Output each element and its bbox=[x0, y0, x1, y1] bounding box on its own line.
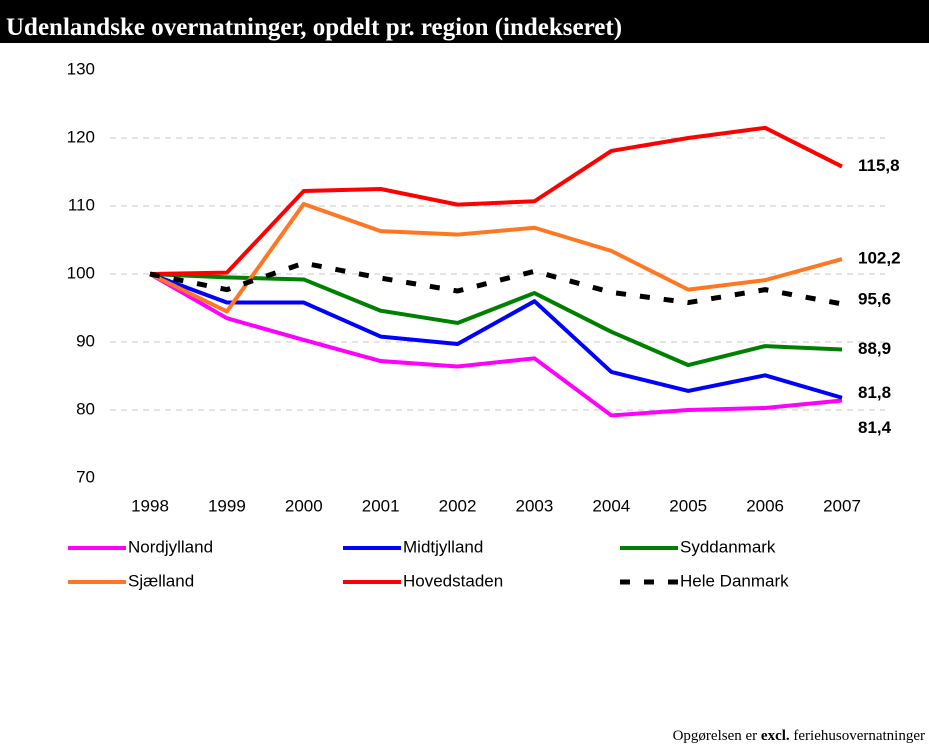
x-tick-label: 2006 bbox=[746, 496, 784, 515]
x-tick-label: 2007 bbox=[823, 496, 861, 515]
value-label: 81,4 bbox=[858, 418, 892, 437]
legend-label: Syddanmark bbox=[680, 537, 776, 556]
legend-label: Midtjylland bbox=[403, 537, 483, 556]
legend-label: Sjælland bbox=[128, 571, 194, 590]
series-line bbox=[149, 272, 843, 418]
note-text: feriehusovernatninger bbox=[793, 728, 925, 744]
value-label: 95,6 bbox=[858, 289, 891, 308]
series-line bbox=[149, 125, 843, 276]
legend-label: Hele Danmark bbox=[680, 571, 789, 590]
y-tick-label: 100 bbox=[67, 263, 95, 282]
y-tick-label: 70 bbox=[76, 467, 95, 486]
series-line bbox=[149, 272, 843, 400]
x-tick-label: 2002 bbox=[439, 496, 477, 515]
x-tick-label: 1999 bbox=[208, 496, 246, 515]
x-tick-label: 2004 bbox=[592, 496, 630, 515]
note-text: Opgørelsen er bbox=[672, 728, 758, 744]
y-tick-label: 80 bbox=[76, 399, 95, 418]
x-tick-label: 2005 bbox=[669, 496, 707, 515]
title-bar bbox=[0, 0, 929, 43]
x-tick-label: 2001 bbox=[362, 496, 400, 515]
series-line bbox=[149, 272, 843, 368]
y-tick-label: 110 bbox=[68, 195, 95, 214]
footnote: Opgørelsen er excl. feriehusovernatninge… bbox=[673, 728, 925, 745]
x-tick-label: 1998 bbox=[131, 496, 169, 515]
y-tick-label: 120 bbox=[67, 127, 95, 146]
value-label: 102,2 bbox=[858, 249, 901, 268]
x-tick-label: 2003 bbox=[516, 496, 554, 515]
series-line bbox=[149, 201, 843, 314]
y-tick-label: 90 bbox=[76, 331, 95, 350]
legend-label: Nordjylland bbox=[128, 537, 213, 556]
x-tick-label: 2000 bbox=[285, 496, 323, 515]
chart-title: Udenlandske overnatninger, opdelt pr. re… bbox=[6, 14, 622, 41]
value-label: 115,8 bbox=[858, 156, 900, 175]
legend-label: Hovedstaden bbox=[403, 571, 503, 590]
note-bold: excl. bbox=[760, 728, 790, 744]
y-tick-label: 130 bbox=[67, 59, 95, 78]
value-label: 88,9 bbox=[858, 339, 891, 358]
value-label: 81,8 bbox=[858, 383, 891, 402]
